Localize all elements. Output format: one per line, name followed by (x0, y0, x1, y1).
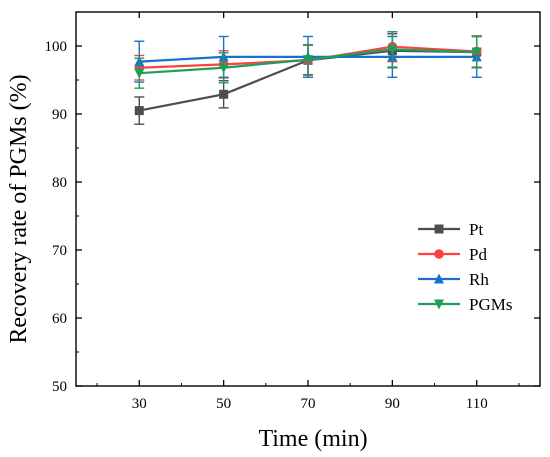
y-tick-label: 90 (52, 107, 67, 123)
y-tick-label: 60 (52, 311, 67, 327)
legend-item-pd: Pd (418, 245, 487, 264)
legend-item-pgms: PGMs (418, 295, 512, 314)
series-layer (134, 31, 482, 125)
legend-label: Pd (469, 245, 487, 264)
data-point (387, 44, 398, 55)
legend-label: Pt (469, 220, 483, 239)
y-tick-label: 80 (52, 175, 67, 191)
legend-item-pt: Pt (418, 220, 483, 239)
y-axis-label: Recovery rate of PGMs (%) (6, 74, 32, 343)
y-tick-label: 100 (45, 39, 68, 55)
data-point (219, 89, 229, 99)
x-tick-label: 30 (132, 396, 147, 412)
data-point (134, 106, 144, 116)
data-point (471, 47, 482, 58)
x-tick-label: 70 (301, 396, 316, 412)
data-point (303, 55, 313, 66)
axes: 30 50 70 90 110 50 60 70 80 90 100 (45, 11, 541, 412)
legend: Pt Pd Rh PGMs (418, 220, 512, 314)
x-tick-label: 110 (466, 396, 488, 412)
legend-item-rh: Rh (418, 270, 489, 289)
legend-marker (434, 249, 444, 259)
y-tick-label: 50 (52, 379, 67, 395)
data-point (218, 63, 229, 74)
x-tick-label: 90 (385, 396, 400, 412)
series-pgms (134, 31, 482, 89)
legend-marker (434, 224, 444, 234)
legend-label: PGMs (469, 295, 512, 314)
legend-marker (434, 299, 444, 310)
x-axis-label: Time (min) (258, 426, 367, 452)
legend-label: Rh (469, 270, 489, 289)
legend-marker (434, 273, 444, 284)
y-tick-label: 70 (52, 243, 67, 259)
data-point (134, 68, 145, 79)
x-tick-label: 50 (216, 396, 231, 412)
